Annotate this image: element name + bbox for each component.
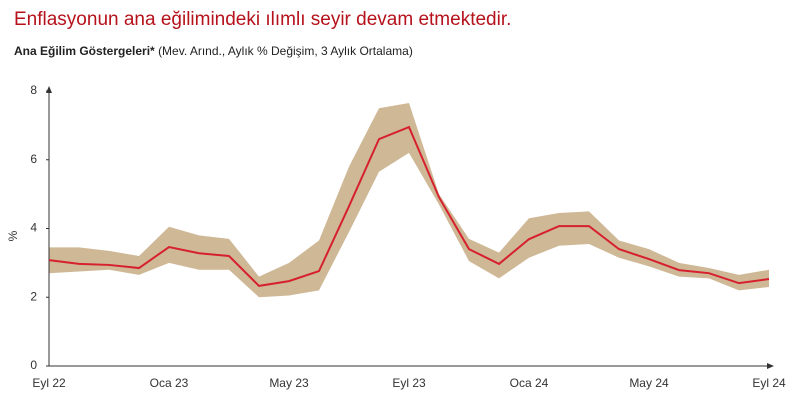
confidence-band (49, 103, 769, 298)
y-tick-label: 4 (30, 221, 37, 235)
x-tick-label: May 24 (629, 376, 669, 390)
line (48, 125, 770, 287)
chart-subtitle: Ana Eğilim Göstergeleri* (Mev. Arınd., A… (14, 44, 413, 58)
y-axis-label: % (6, 230, 20, 241)
x-tick-label: Oca 23 (150, 376, 189, 390)
x-tick-label: May 23 (269, 376, 309, 390)
x-tick-label: Eyl 24 (752, 376, 786, 390)
subtitle: (Mev. Arınd., Aylık % Değişim, 3 Aylık O… (158, 44, 413, 58)
y-tick-label: 0 (30, 358, 37, 372)
subtitle-bold: Ana Eğilim Göstergeleri* (14, 44, 155, 58)
y-tick-label: 2 (30, 289, 37, 303)
x-axis-arrow (767, 363, 774, 369)
y-tick-label: 6 (30, 152, 37, 166)
y-tick-label: 8 (30, 83, 37, 97)
chart-title: Enflasyonun ana eğilimindeki ılımlı seyi… (14, 9, 511, 30)
x-tick-label: Eyl 22 (32, 376, 66, 390)
y-axis-arrow (46, 86, 52, 93)
x-tick-label: Oca 24 (510, 376, 549, 390)
x-tick-label: Eyl 23 (392, 376, 426, 390)
